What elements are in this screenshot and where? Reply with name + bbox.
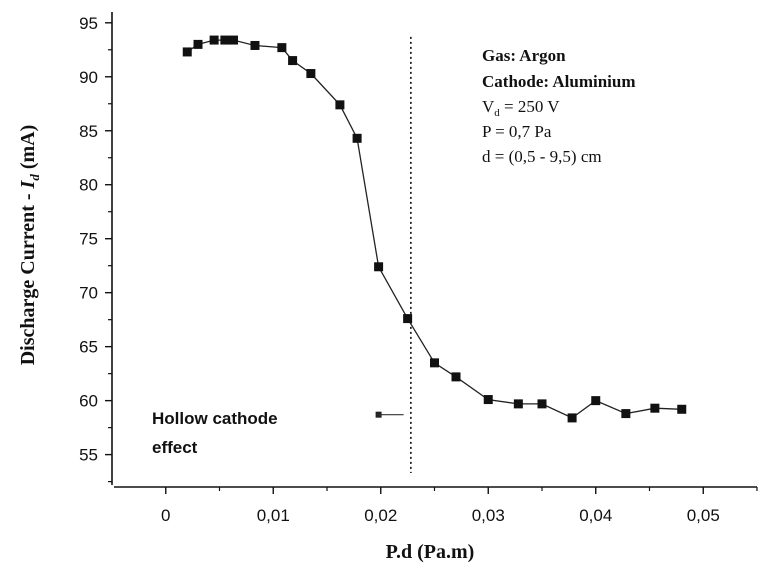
data-point	[352, 133, 362, 143]
data-point	[567, 413, 577, 423]
data-point	[537, 399, 547, 409]
x-ticks: 0 0,01 0,02 0,03 0,04 0,05	[161, 487, 758, 525]
data-point	[374, 262, 384, 272]
x-tick-label: 0,01	[257, 506, 290, 525]
info-distance: d = (0,5 - 9,5) cm	[482, 147, 602, 166]
annotation-line-1: Hollow cathode	[152, 409, 278, 428]
data-point	[277, 43, 287, 53]
y-tick-label: 70	[79, 284, 98, 303]
y-ticks: 55 60 65 70 75 80 85 90 95	[79, 14, 112, 483]
data-point	[288, 56, 298, 66]
y-axis-title-main: Discharge Current -	[17, 188, 39, 365]
data-point	[591, 396, 601, 406]
y-tick-label: 95	[79, 14, 98, 33]
info-pressure: P = 0,7 Pa	[482, 122, 552, 141]
data-point	[228, 35, 238, 45]
y-tick-label: 85	[79, 122, 98, 141]
data-point	[430, 358, 439, 368]
data-point	[335, 100, 345, 110]
data-point	[250, 40, 260, 50]
y-tick-label: 90	[79, 68, 98, 87]
series-markers	[182, 35, 687, 423]
y-tick-label: 60	[79, 392, 98, 411]
x-tick-label: 0,02	[364, 506, 397, 525]
data-point	[650, 403, 660, 413]
y-axis-title: Discharge Current - Id (mA)	[17, 125, 42, 366]
x-tick-label: 0,03	[472, 506, 505, 525]
y-axis-title-sub: d	[27, 174, 42, 181]
info-voltage: Vd = 250 V	[482, 97, 560, 119]
y-axis-title-symbol: I	[17, 179, 39, 189]
data-point	[513, 399, 523, 409]
data-point	[677, 404, 687, 414]
info-voltage-sub: d	[494, 107, 500, 119]
info-cathode: Cathode: Aluminium	[482, 72, 636, 91]
data-point	[451, 372, 461, 382]
info-voltage-value: = 250 V	[500, 97, 561, 116]
y-tick-label: 65	[79, 338, 98, 357]
annotation-arrow	[375, 411, 404, 418]
annotation-line-2: effect	[152, 438, 198, 457]
info-gas: Gas: Argon	[482, 46, 566, 65]
x-tick-label: 0,04	[579, 506, 612, 525]
x-tick-label: 0	[161, 506, 170, 525]
data-point	[306, 69, 316, 79]
data-point	[220, 35, 230, 45]
data-point	[182, 47, 192, 57]
info-voltage-prefix: V	[482, 97, 495, 116]
x-axis-title: P.d (Pa.m)	[386, 541, 475, 563]
data-point	[403, 314, 413, 324]
data-point	[193, 39, 203, 49]
y-tick-label: 75	[79, 230, 98, 249]
data-point	[209, 35, 219, 45]
x-tick-label: 0,05	[687, 506, 720, 525]
y-tick-label: 80	[79, 176, 98, 195]
data-point	[621, 409, 631, 419]
y-axis-title-unit: (mA)	[17, 125, 39, 174]
y-tick-label: 55	[79, 446, 98, 465]
data-point	[483, 395, 493, 405]
